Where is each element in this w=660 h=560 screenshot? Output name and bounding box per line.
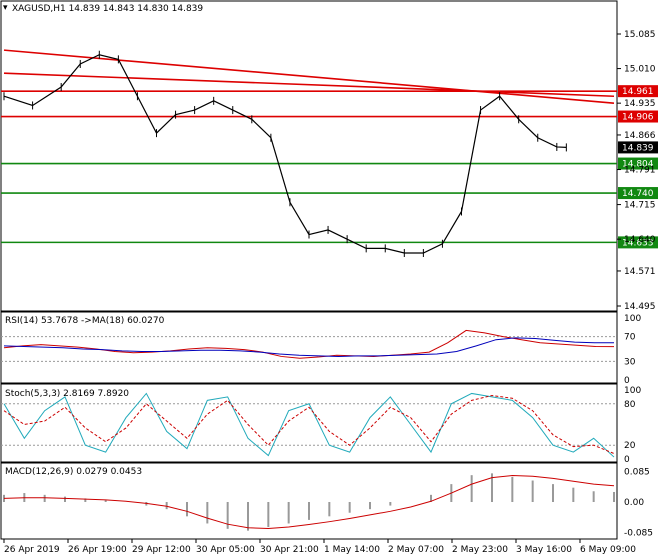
price-tick-label: 15.085 — [624, 30, 656, 40]
axis-tick-label: 30 — [624, 357, 636, 367]
axis-tick-label: 0 — [624, 376, 630, 386]
dropdown-icon[interactable]: ▾ — [3, 3, 8, 13]
macd-series — [3, 473, 615, 531]
level-label: 14.804 — [622, 160, 654, 170]
price-tick-label: 14.866 — [624, 131, 656, 141]
rsi-label: RSI(14) 53.7678 ->MA(18) 60.0270 — [5, 316, 165, 326]
axis-tick-label: 80 — [624, 400, 636, 410]
stoch-k-line — [3, 392, 615, 458]
axis-tick-label: 70 — [624, 333, 636, 343]
price-tick-label: 14.935 — [624, 99, 656, 109]
stoch-d-line — [3, 395, 615, 455]
time-label: 29 Apr 12:00 — [132, 545, 191, 555]
axis-tick-label: 0.00 — [624, 498, 644, 508]
stoch-series — [1, 392, 617, 458]
time-axis: 26 Apr 2019 26 Apr 19:00 29 Apr 12:00 30 Ap… — [3, 539, 636, 555]
macd-signal-line — [3, 475, 615, 529]
level-label: 14.633 — [622, 238, 654, 248]
time-label: 26 Apr 2019 — [4, 545, 60, 555]
macd-panel — [0, 462, 618, 540]
trend-lines — [3, 49, 615, 104]
rsi-series — [1, 329, 617, 362]
level-tag — [618, 110, 658, 123]
time-label: 30 Apr 05:00 — [196, 545, 255, 555]
time-label: 30 Apr 21:00 — [260, 545, 319, 555]
level-tag — [618, 236, 658, 249]
price-tick-label: 14.495 — [624, 302, 656, 312]
stoch-label: Stoch(5,3,3) 2.8169 7.8920 — [5, 389, 129, 399]
price-axis: 15.085 15.010 14.935 14.866 14.791 14.715 14.6… — [617, 30, 658, 312]
level-tag — [618, 187, 658, 200]
time-label: 2 May 23:00 — [452, 545, 508, 555]
price-levels: 14.961 14.906 14.804 14.740 14.633 — [1, 85, 658, 249]
axis-tick-label: 100 — [624, 314, 641, 324]
level-label: 14.740 — [622, 189, 654, 199]
time-label: 1 May 14:00 — [324, 545, 380, 555]
current-price-tag — [618, 141, 658, 154]
macd-label: MACD(12,26,9) 0.0279 0.0453 — [5, 467, 142, 477]
axis-tick-label: 0.085 — [624, 468, 650, 478]
time-label: 26 Apr 19:00 — [68, 545, 127, 555]
price-tick-label: 14.571 — [624, 267, 656, 277]
price-line — [3, 54, 567, 254]
stoch-panel — [0, 383, 618, 463]
axis-tick-label: 100 — [624, 386, 641, 396]
rsi-panel — [0, 311, 618, 384]
level-label: 14.961 — [622, 87, 654, 97]
axis-tick-label: -0.085 — [624, 528, 653, 538]
price-series — [3, 50, 567, 257]
trend-line — [3, 49, 615, 104]
current-price-label: 14.839 — [622, 143, 654, 153]
rsi-ma-line — [3, 337, 614, 357]
time-label: 6 May 09:00 — [580, 545, 636, 555]
level-label: 14.906 — [622, 113, 654, 123]
price-tick-label: 14.640 — [624, 235, 656, 245]
axis-tick-label: 0 — [624, 455, 630, 465]
level-tag — [618, 157, 658, 170]
time-label: 3 May 16:00 — [516, 545, 572, 555]
macd-axis: 0.085 0.00 -0.085 — [624, 468, 653, 539]
price-panel — [0, 0, 618, 312]
rsi-axis: 100 70 30 0 — [624, 314, 641, 386]
axis-tick-label: 20 — [624, 441, 636, 451]
price-tick-label: 15.010 — [624, 65, 656, 75]
trend-line — [3, 72, 615, 98]
level-tag — [618, 85, 658, 98]
symbol-header: XAGUSD,H1 14.839 14.843 14.830 14.839 — [12, 4, 203, 14]
price-tick-label: 14.715 — [624, 201, 656, 211]
price-tick-label: 14.791 — [624, 166, 656, 176]
time-label: 2 May 07:00 — [388, 545, 444, 555]
stoch-axis: 100 80 20 0 — [624, 386, 641, 465]
